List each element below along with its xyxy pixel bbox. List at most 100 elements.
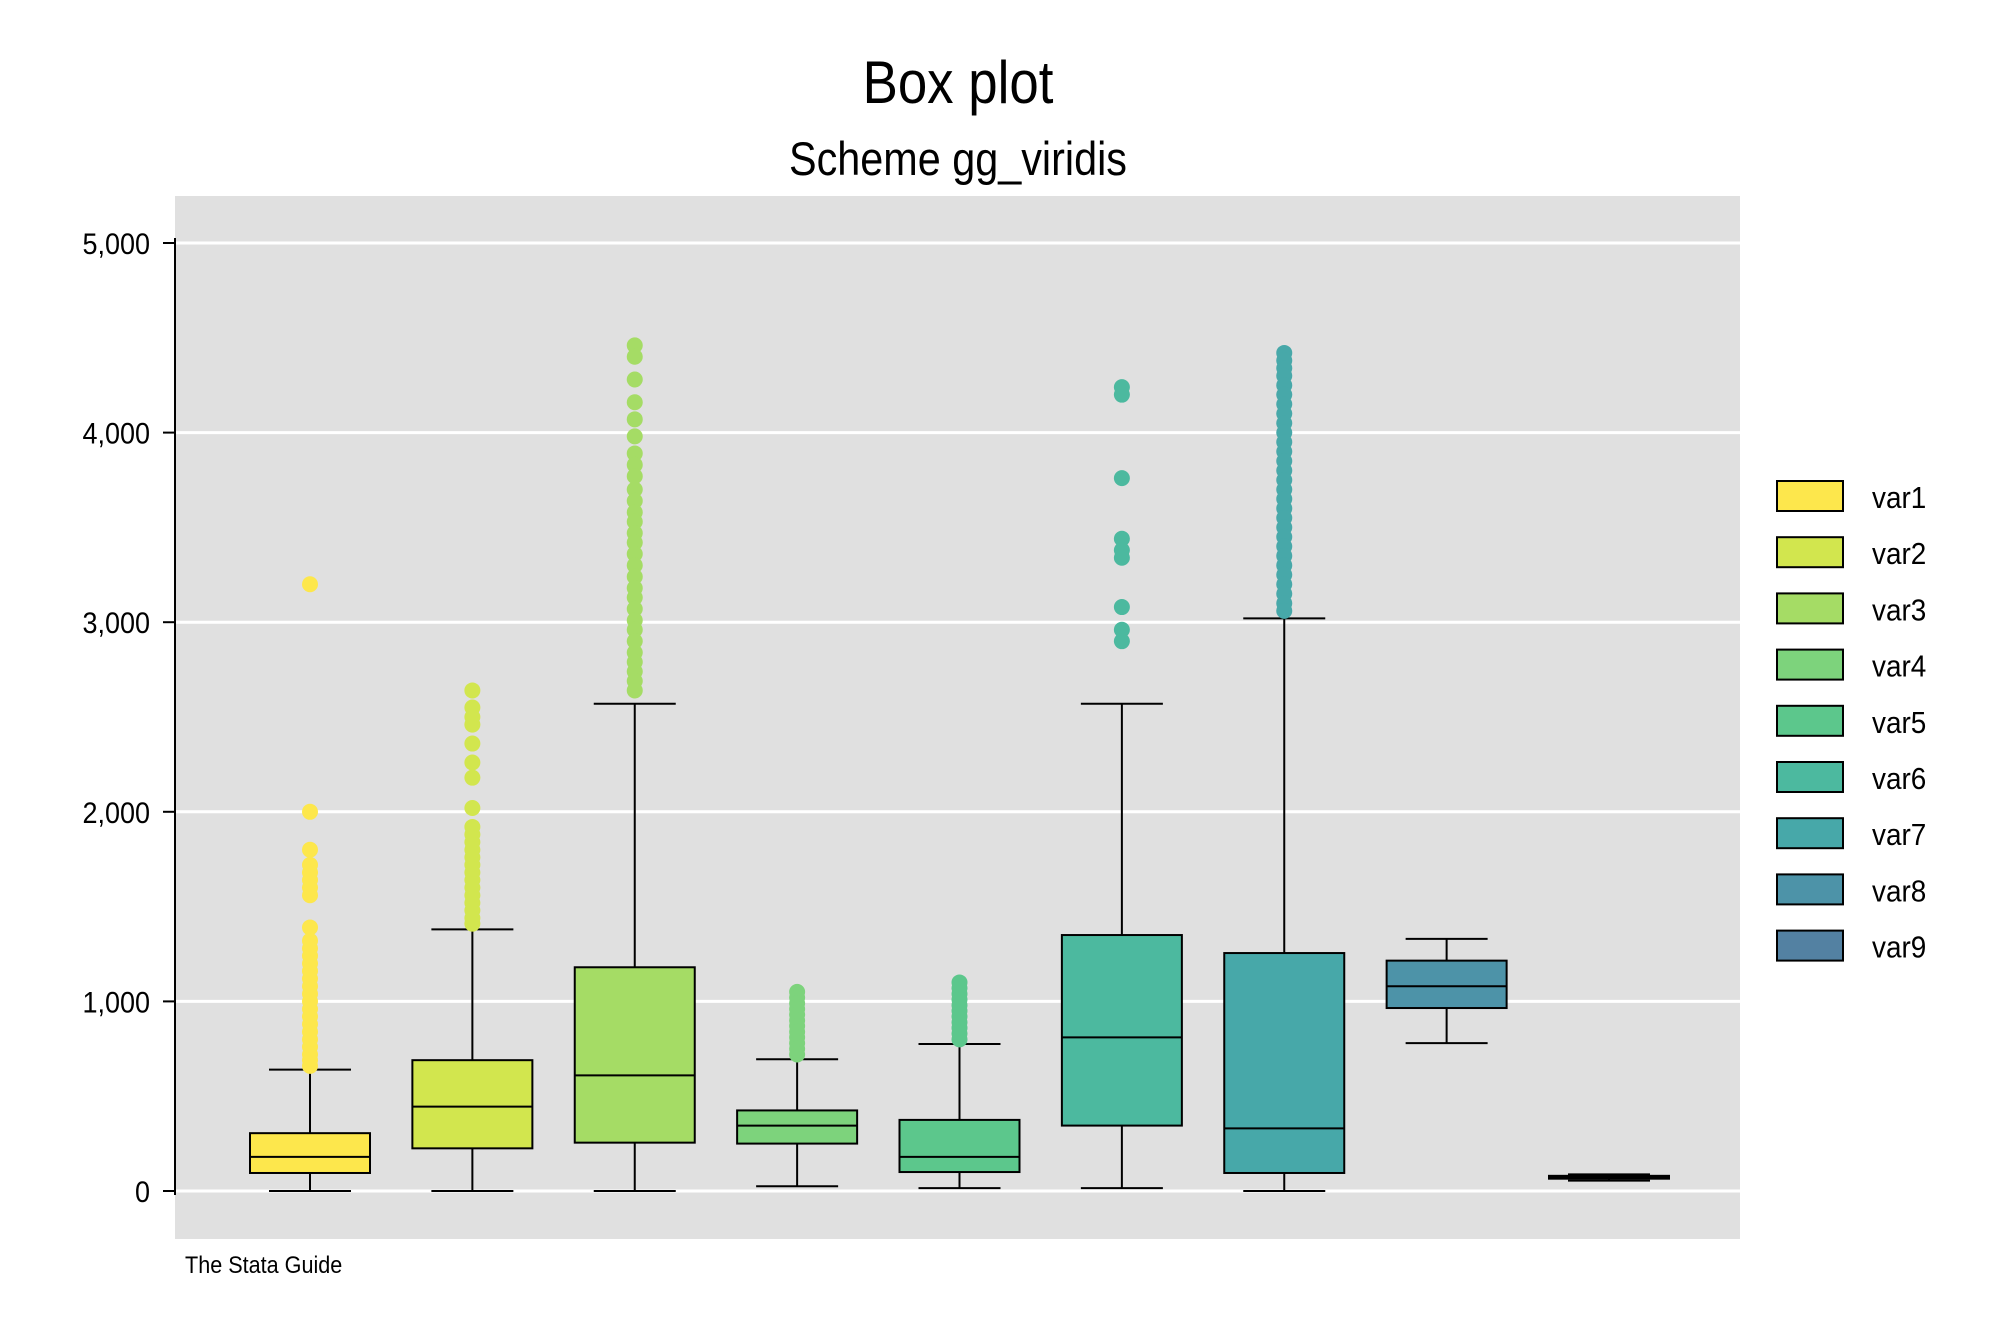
outlier-point xyxy=(302,803,318,820)
box-var3 xyxy=(573,337,696,1192)
outlier-point xyxy=(626,633,643,650)
outlier-point xyxy=(626,534,643,551)
outlier-point xyxy=(626,456,643,473)
legend-label: var4 xyxy=(1872,649,1926,684)
outlier-point xyxy=(626,589,643,606)
outlier-point xyxy=(464,682,481,699)
outlier-point xyxy=(626,545,643,562)
legend-item-var1: var1 xyxy=(1776,480,1926,516)
outlier-point xyxy=(626,411,643,428)
chart-subtitle: Scheme gg_viridis xyxy=(789,132,1127,185)
outlier-point xyxy=(464,735,481,752)
legend-key xyxy=(1776,817,1844,850)
outlier-point xyxy=(789,1046,806,1063)
box-var1 xyxy=(249,576,371,1192)
outlier-point xyxy=(1113,599,1130,616)
outlier-point xyxy=(626,557,643,574)
box-var2 xyxy=(411,682,534,1192)
outlier-point xyxy=(1113,549,1130,566)
outlier-point xyxy=(464,754,481,771)
outlier-point xyxy=(626,513,643,530)
box-iqr xyxy=(249,1132,371,1174)
outlier-point xyxy=(626,621,643,638)
outlier-point xyxy=(626,492,643,509)
box-iqr xyxy=(1385,959,1508,1010)
outlier-point xyxy=(626,371,643,388)
outlier-point xyxy=(626,481,643,498)
box-plots xyxy=(249,337,1670,1192)
outlier-point xyxy=(464,716,481,733)
legend: var1 var2 var3 var4 var5 var6 var7 var8 var9 xyxy=(1776,480,1926,965)
outlier-point xyxy=(1113,633,1130,650)
box-var8 xyxy=(1385,937,1508,1045)
legend-label: var3 xyxy=(1872,593,1926,628)
box-iqr xyxy=(1223,952,1346,1174)
box-var5 xyxy=(898,974,1021,1190)
outlier-point xyxy=(464,915,481,932)
outlier-point xyxy=(302,841,318,858)
legend-item-var2: var2 xyxy=(1776,536,1926,572)
outlier-point xyxy=(1113,470,1130,487)
chart-note: The Stata Guide xyxy=(185,1252,343,1279)
legend-key xyxy=(1776,761,1844,793)
outlier-point xyxy=(1276,602,1293,619)
outlier-point xyxy=(1113,386,1130,403)
box-iqr xyxy=(573,966,696,1144)
box-iqr xyxy=(898,1118,1021,1174)
y-tick-label: 1,000 xyxy=(82,986,150,1020)
box-iqr xyxy=(411,1059,534,1150)
plot-background xyxy=(175,196,1740,1239)
y-tick-label: 5,000 xyxy=(82,228,150,262)
legend-label: var1 xyxy=(1872,481,1926,516)
outlier-point xyxy=(1113,530,1130,547)
y-tick-label: 4,000 xyxy=(82,417,150,451)
outlier-point xyxy=(302,919,318,936)
legend-label: var8 xyxy=(1872,874,1926,909)
legend-key xyxy=(1776,648,1844,681)
legend-key xyxy=(1776,929,1844,962)
outlier-point xyxy=(302,1057,318,1074)
outlier-point xyxy=(464,769,481,786)
outlier-point xyxy=(626,682,643,699)
legend-item-var6: var6 xyxy=(1776,761,1926,797)
outlier-point xyxy=(626,445,643,462)
outlier-point xyxy=(626,348,643,365)
legend-label: var7 xyxy=(1872,818,1926,853)
legend-item-var8: var8 xyxy=(1776,873,1926,909)
outlier-point xyxy=(1113,621,1130,638)
box-var9 xyxy=(1548,1173,1670,1182)
y-axis-ticks: 0 1,000 2,000 3,000 4,000 5,000 xyxy=(82,228,175,1210)
outlier-point xyxy=(626,568,643,585)
legend-key xyxy=(1776,480,1844,512)
outlier-point xyxy=(626,600,643,617)
legend-key xyxy=(1776,592,1844,625)
legend-item-var4: var4 xyxy=(1776,648,1926,684)
y-tick-label: 0 xyxy=(135,1176,150,1210)
legend-label: var6 xyxy=(1872,762,1926,797)
outlier-point xyxy=(302,576,318,593)
legend-key xyxy=(1776,536,1844,569)
outlier-point xyxy=(626,468,643,485)
legend-label: var2 xyxy=(1872,537,1926,572)
outlier-point xyxy=(626,337,643,354)
legend-item-var5: var5 xyxy=(1776,704,1926,740)
box-iqr xyxy=(1060,934,1183,1127)
box-var4 xyxy=(736,983,859,1188)
outlier-point xyxy=(464,800,481,817)
box-iqr xyxy=(736,1109,859,1145)
legend-key xyxy=(1776,704,1844,737)
outlier-point xyxy=(626,394,643,411)
outlier-point xyxy=(626,428,643,445)
legend-label: var5 xyxy=(1872,705,1926,740)
y-tick-label: 2,000 xyxy=(82,797,150,831)
y-tick-label: 3,000 xyxy=(82,607,150,641)
legend-key xyxy=(1776,873,1844,906)
legend-item-var7: var7 xyxy=(1776,817,1926,853)
box-var6 xyxy=(1060,379,1183,1190)
chart-title: Box plot xyxy=(862,49,1054,116)
legend-item-var9: var9 xyxy=(1776,929,1926,965)
box-var7 xyxy=(1223,344,1346,1192)
legend-item-var3: var3 xyxy=(1776,592,1926,628)
